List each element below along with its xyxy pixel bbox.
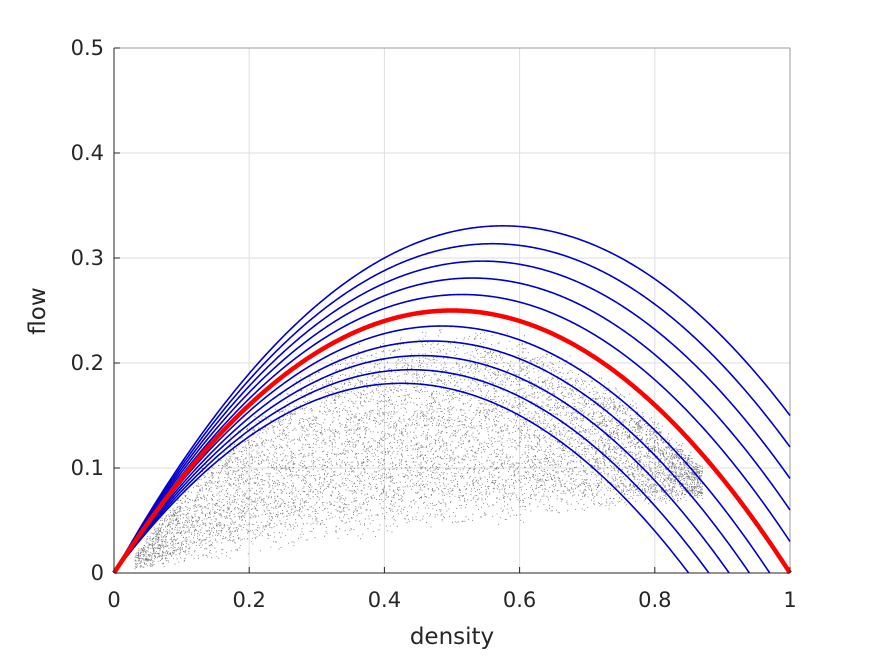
x-tick-label-1: 0.2: [232, 588, 265, 612]
y-tick-label-3: 0.3: [71, 246, 104, 270]
blue-curve-8: [113, 368, 710, 574]
blue-curve-0: [113, 225, 791, 574]
y-tick-labels: 0 0.1 0.2 0.3 0.4 0.5: [71, 36, 104, 585]
x-tick-labels: 0 0.2 0.4 0.6 0.8 1: [107, 588, 796, 612]
y-axis-label: flow: [25, 287, 51, 334]
y-tick-label-4: 0.4: [71, 141, 104, 165]
x-axis-label: density: [410, 624, 494, 650]
blue-curve-7: [113, 354, 730, 574]
y-tick-label-2: 0.2: [71, 351, 104, 375]
blue-curve-9: [113, 382, 690, 574]
y-tick-label-0: 0: [91, 561, 104, 585]
reference-curve: [112, 308, 792, 575]
x-tick-label-4: 0.8: [638, 588, 671, 612]
axes: [113, 47, 791, 574]
blue-curve-family: [113, 225, 791, 574]
y-tick-label-1: 0.1: [71, 456, 104, 480]
blue-curve-6: [113, 340, 751, 574]
x-tick-label-0: 0: [107, 588, 120, 612]
x-tick-label-2: 0.4: [368, 588, 401, 612]
red-reference-curve: [112, 308, 792, 575]
blue-curve-5: [113, 325, 771, 574]
blue-curve-2: [113, 260, 791, 574]
blue-curve-3: [113, 277, 791, 574]
x-tick-label-5: 1: [783, 588, 796, 612]
x-tick-label-3: 0.6: [503, 588, 536, 612]
y-tick-label-5: 0.5: [71, 36, 104, 60]
blue-curve-1: [113, 242, 791, 574]
blue-curve-4: [113, 293, 791, 574]
